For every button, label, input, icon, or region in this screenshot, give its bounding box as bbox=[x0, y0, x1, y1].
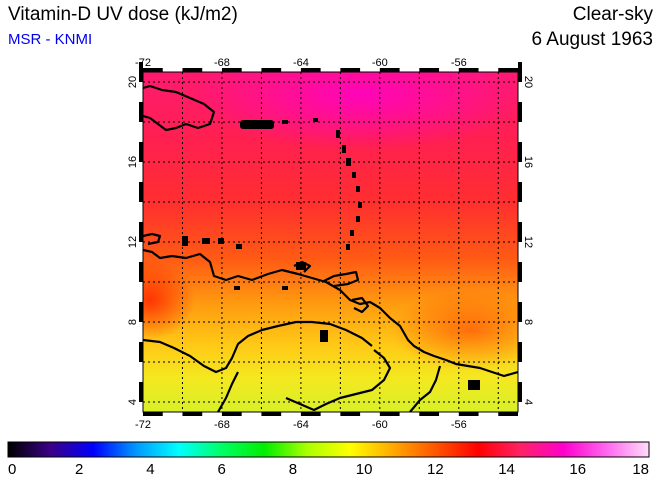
frame-segment bbox=[182, 412, 203, 416]
frame-segment bbox=[379, 68, 400, 72]
lon-tick-label-bottom: -72 bbox=[135, 419, 151, 431]
date-label: 6 August 1963 bbox=[531, 29, 654, 50]
frame-segment bbox=[498, 68, 518, 72]
frame-segment bbox=[139, 142, 143, 162]
frame-segment bbox=[518, 182, 522, 202]
frame-segment bbox=[518, 262, 522, 282]
frame-segment bbox=[340, 68, 361, 72]
colorbar bbox=[7, 441, 650, 458]
frame-segment bbox=[518, 302, 522, 322]
frame-segment bbox=[518, 222, 522, 242]
frame-segment bbox=[139, 182, 143, 202]
frame-segment bbox=[458, 68, 479, 72]
condition-label: Clear-sky bbox=[572, 4, 653, 25]
lat-tick-label-right: 20 bbox=[522, 76, 534, 88]
colorbar-tick-label: 8 bbox=[289, 461, 297, 478]
colorbar-tick-label: 2 bbox=[75, 461, 83, 478]
frame-segment bbox=[518, 342, 522, 362]
frame-segment bbox=[261, 68, 282, 72]
frame-segment bbox=[498, 412, 518, 416]
map-axes: -72 -72 -68 -68 -64 -64 -60 -60 -56 -56 4 4 8 8 12 12 16… bbox=[127, 57, 534, 431]
islands bbox=[182, 118, 480, 390]
colorbar-tick-label: 4 bbox=[146, 461, 154, 478]
lat-tick-label-left: 16 bbox=[127, 156, 139, 168]
colorbar-tick-label: 18 bbox=[632, 461, 649, 478]
frame-segment bbox=[518, 62, 522, 82]
lon-tick-label-top: -68 bbox=[214, 57, 230, 69]
lon-tick-label-top: -60 bbox=[372, 57, 388, 69]
frame-segment bbox=[518, 382, 522, 402]
lat-tick-label-right: 16 bbox=[522, 156, 534, 168]
colorbar-tick-label: 14 bbox=[498, 461, 515, 478]
frame-segment bbox=[518, 142, 522, 162]
lon-tick-label-top: -56 bbox=[451, 57, 467, 69]
colorbar-tick-label: 12 bbox=[427, 461, 444, 478]
frame-segment bbox=[139, 262, 143, 282]
lon-tick-label-bottom: -56 bbox=[451, 419, 467, 431]
colorbar-tick-label: 0 bbox=[8, 461, 16, 478]
lat-tick-label-left: 4 bbox=[127, 399, 139, 405]
lon-tick-label-top: -64 bbox=[293, 57, 309, 69]
colorbar-tick-label: 6 bbox=[217, 461, 225, 478]
frame-segment bbox=[139, 302, 143, 322]
frame-segment bbox=[139, 342, 143, 362]
lon-tick-label-bottom: -60 bbox=[372, 419, 388, 431]
lon-tick-label-top: -72 bbox=[135, 57, 151, 69]
frame-segment bbox=[300, 412, 321, 416]
lat-tick-label-left: 12 bbox=[127, 236, 139, 248]
frame-segment bbox=[340, 412, 361, 416]
frame-segment bbox=[379, 412, 400, 416]
frame-segment bbox=[143, 68, 163, 72]
lat-tick-label-right: 12 bbox=[522, 236, 534, 248]
lat-tick-label-right: 8 bbox=[522, 319, 534, 325]
colorbar-tick-label: 10 bbox=[356, 461, 373, 478]
lat-tick-label-left: 20 bbox=[127, 76, 139, 88]
frame-segment bbox=[139, 222, 143, 242]
lon-tick-label-bottom: -68 bbox=[214, 419, 230, 431]
lat-tick-label-left: 8 bbox=[127, 319, 139, 325]
frame-segment bbox=[221, 412, 242, 416]
frame-segment bbox=[182, 68, 203, 72]
dose-field bbox=[143, 72, 518, 412]
frame-segment bbox=[139, 62, 143, 82]
source-label: MSR - KNMI bbox=[8, 31, 93, 48]
frame-segment bbox=[518, 102, 522, 122]
colorbar-labels: 0 2 4 6 8 10 12 14 16 18 bbox=[8, 461, 649, 478]
frame-segment bbox=[139, 102, 143, 122]
frame-segment bbox=[300, 68, 321, 72]
frame-segment bbox=[143, 412, 163, 416]
frame-segment bbox=[458, 412, 479, 416]
frame-segment bbox=[419, 68, 440, 72]
map-title: Vitamin-D UV dose (kJ/m2) bbox=[8, 4, 238, 25]
lon-tick-label-bottom: -64 bbox=[293, 419, 309, 431]
frame-segment bbox=[221, 68, 242, 72]
frame-segment bbox=[419, 412, 440, 416]
lat-tick-label-right: 4 bbox=[522, 399, 534, 405]
colorbar-tick-label: 16 bbox=[569, 461, 586, 478]
frame-segment bbox=[261, 412, 282, 416]
frame-segment bbox=[139, 382, 143, 402]
